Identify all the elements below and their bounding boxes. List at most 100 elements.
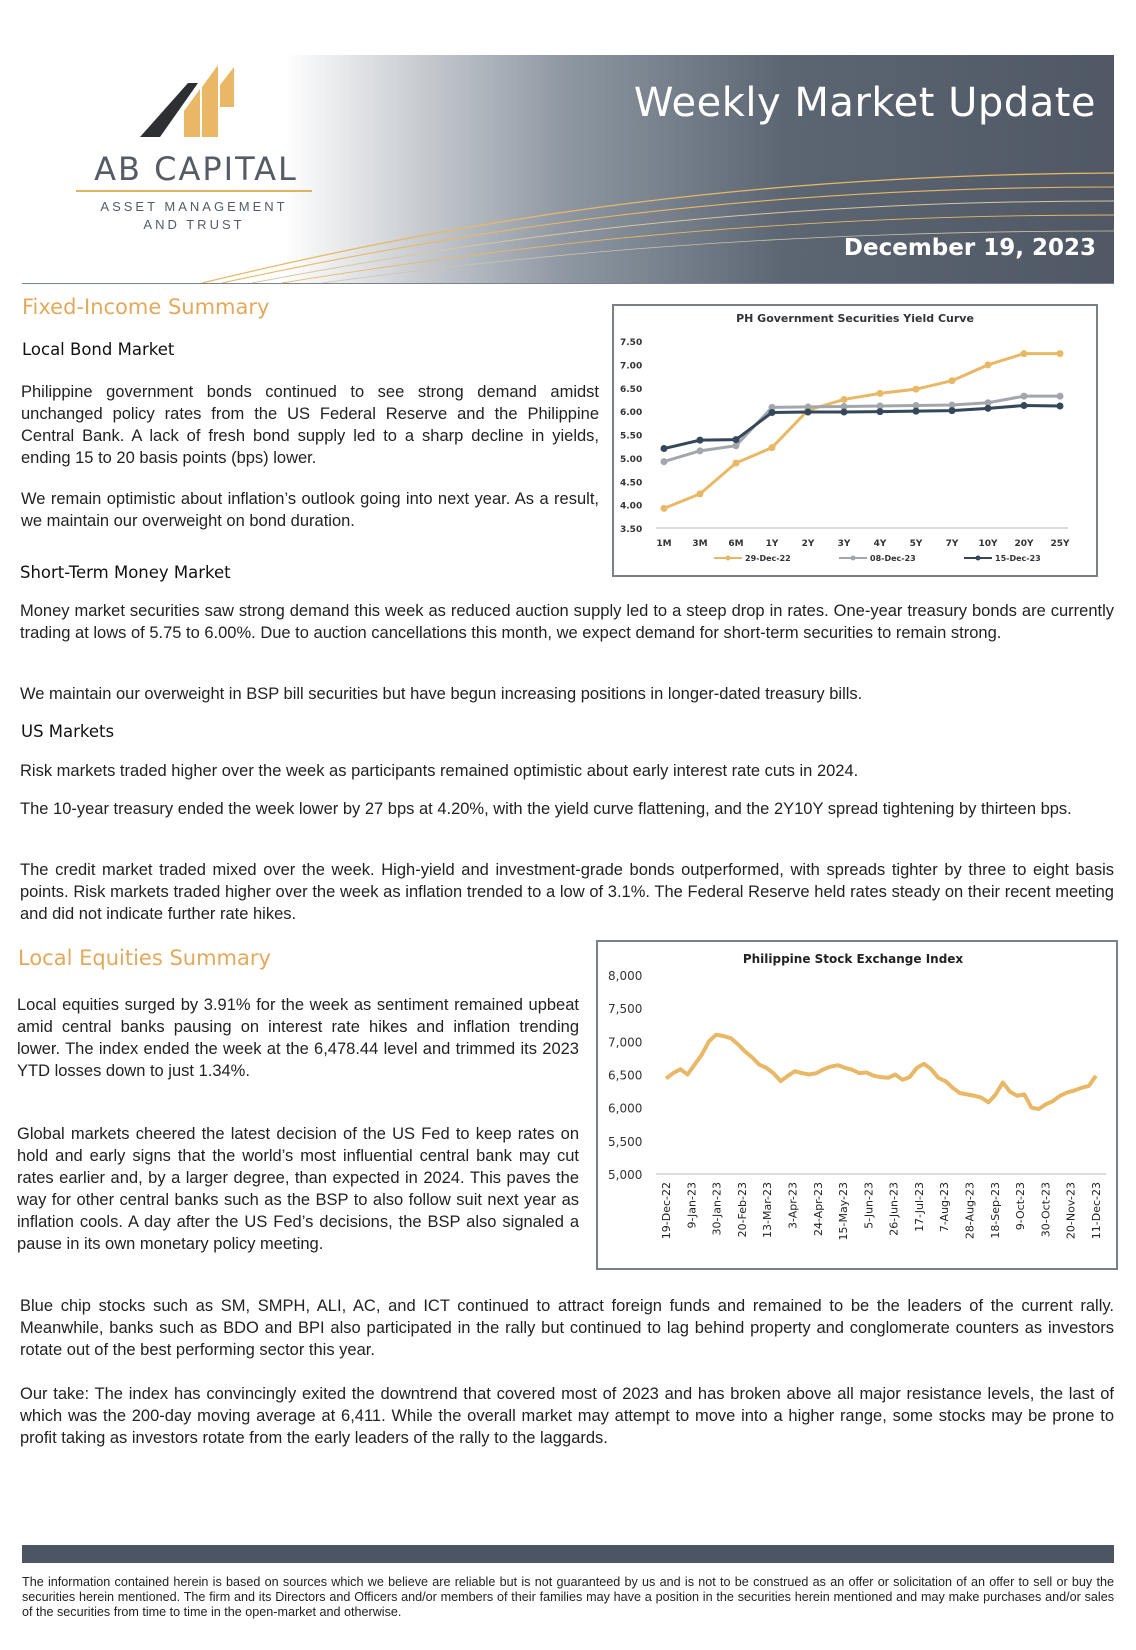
local-bond-paragraph-1: Philippine government bonds continued to… [21, 383, 599, 467]
yield-x-tick-label: 3M [692, 539, 707, 549]
us-markets-paragraph-3: The credit market traded mixed over the … [20, 861, 1114, 923]
equities-paragraph-2: Global markets cheered the latest decisi… [17, 1125, 579, 1253]
yield-x-tick-label: 20Y [1014, 539, 1034, 549]
psei-y-tick-label: 6,000 [608, 1102, 642, 1116]
yield-x-tick-label: 10Y [978, 539, 998, 549]
yield-legend-marker [725, 555, 731, 561]
psei-x-tick-label: 7-Aug-23 [938, 1182, 951, 1232]
yield-x-tick-label: 1Y [766, 539, 779, 549]
psei-y-tick-label: 8,000 [608, 969, 642, 983]
psei-x-tick-label: 3-Apr-23 [786, 1182, 799, 1229]
yield-series-point [912, 402, 920, 410]
brand-logo-icon [140, 65, 234, 137]
yield-chart-title: PH Government Securities Yield Curve [736, 312, 974, 325]
brand-rule [76, 190, 312, 192]
report-title: Weekly Market Update [633, 80, 1096, 126]
yield-series-point [1056, 402, 1064, 410]
yield-y-tick-label: 5.00 [620, 455, 642, 465]
yield-series-point [984, 399, 992, 407]
psei-y-tick-label: 7,000 [608, 1035, 642, 1049]
yield-series-point [732, 459, 740, 467]
footer-disclaimer: The information contained herein is base… [22, 1575, 1114, 1619]
yield-x-tick-label: 1M [656, 539, 671, 549]
yield-legend-label: 15-Dec-23 [995, 554, 1041, 563]
psei-x-tick-label: 30-Jan-23 [711, 1182, 724, 1236]
brand-subtitle-line-1: ASSET MANAGEMENT [100, 199, 288, 214]
yield-series-point [696, 436, 704, 444]
yield-y-tick-label: 4.50 [620, 478, 642, 488]
header-divider [22, 283, 1114, 284]
yield-series-point [948, 377, 956, 385]
psei-x-tick-label: 11-Dec-23 [1090, 1182, 1103, 1239]
yield-series-point [660, 458, 668, 466]
yield-series-point [948, 401, 956, 409]
yield-series-line [663, 404, 1061, 450]
yield-series-point [768, 409, 776, 417]
yield-x-tick-label: 3Y [838, 539, 851, 549]
yield-legend-label: 08-Dec-23 [870, 554, 916, 563]
yield-series-point [768, 444, 776, 452]
brand-name: AB CAPITAL [94, 150, 298, 188]
yield-y-tick-label: 7.50 [620, 338, 642, 348]
yield-y-tick-label: 5.50 [620, 432, 642, 442]
psei-chart-title: Philippine Stock Exchange Index [743, 952, 964, 966]
yield-series-point [660, 445, 668, 453]
brand-subtitle: ASSET MANAGEMENT AND TRUST [76, 198, 312, 234]
yield-series-point [732, 436, 740, 444]
psei-y-tick-label: 5,500 [608, 1135, 642, 1149]
yield-x-tick-label: 6M [728, 539, 743, 549]
yield-series-point [1056, 350, 1064, 358]
psei-x-tick-label: 9-Jan-23 [685, 1182, 698, 1229]
yield-x-tick-label: 2Y [802, 539, 815, 549]
yield-series-line [663, 352, 1060, 510]
yield-series-point [1020, 350, 1028, 358]
local-bond-paragraph-2: We remain optimistic about inflation’s o… [21, 490, 599, 530]
psei-y-tick-label: 7,500 [608, 1002, 642, 1016]
yield-y-tick-label: 3.50 [620, 525, 642, 535]
yield-x-tick-label: 4Y [874, 539, 887, 549]
yield-legend-marker [850, 555, 856, 561]
yield-y-tick-label: 6.00 [620, 408, 642, 418]
yield-curve-svg: PH Government Securities Yield Curve 3.50… [620, 312, 1070, 563]
yield-series-point [696, 447, 704, 455]
yield-x-tick-label: 5Y [910, 539, 923, 549]
psei-chart: Philippine Stock Exchange Index 5,000 5,50… [596, 940, 1118, 1270]
yield-series-point [840, 402, 848, 410]
psei-y-tick-label: 6,500 [608, 1069, 642, 1083]
yield-series-point [912, 407, 920, 415]
money-market-heading: Short-Term Money Market [20, 563, 231, 582]
money-market-paragraph-2: We maintain our overweight in BSP bill s… [20, 685, 863, 703]
yield-series-line [663, 394, 1060, 464]
psei-series-line [664, 1032, 1098, 1111]
local-bond-heading: Local Bond Market [22, 340, 175, 359]
footer-bar [22, 1545, 1114, 1563]
psei-x-tick-label: 9-Oct-23 [1014, 1182, 1027, 1230]
equities-paragraph-3: Blue chip stocks such as SM, SMPH, ALI, … [20, 1297, 1114, 1359]
yield-series-point [840, 408, 848, 416]
us-markets-paragraph-2: The 10-year treasury ended the week lowe… [20, 800, 1072, 818]
yield-series-point [984, 361, 992, 369]
psei-x-tick-label: 15-May-23 [837, 1182, 850, 1240]
psei-x-tick-label: 30-Oct-23 [1039, 1182, 1052, 1237]
psei-x-tick-label: 20-Feb-23 [736, 1182, 749, 1237]
report-date: December 19, 2023 [843, 235, 1096, 261]
psei-x-tick-label: 24-Apr-23 [812, 1182, 825, 1236]
money-market-paragraph-1: Money market securities saw strong deman… [20, 602, 1114, 642]
yield-series-point [696, 490, 704, 498]
brand-subtitle-line-2: AND TRUST [143, 217, 245, 232]
psei-svg: Philippine Stock Exchange Index 5,000 5,50… [608, 952, 1106, 1240]
yield-series-point [876, 402, 884, 410]
psei-x-tick-label: 18-Sep-23 [989, 1182, 1002, 1239]
yield-series-point [840, 395, 848, 403]
yield-series-point [660, 504, 668, 512]
yield-y-tick-label: 6.50 [620, 385, 642, 395]
yield-series-point [1056, 392, 1064, 400]
psei-x-tick-label: 28-Aug-23 [964, 1182, 977, 1239]
us-markets-heading: US Markets [21, 722, 115, 741]
yield-series-point [804, 403, 812, 411]
yield-x-tick-label: 7Y [946, 539, 959, 549]
equities-paragraph-4: Our take: The index has convincingly exi… [20, 1385, 1114, 1447]
yield-series-point [732, 442, 740, 450]
yield-x-tick-label: 25Y [1050, 539, 1070, 549]
banner-swoosh-lines [201, 172, 1114, 283]
